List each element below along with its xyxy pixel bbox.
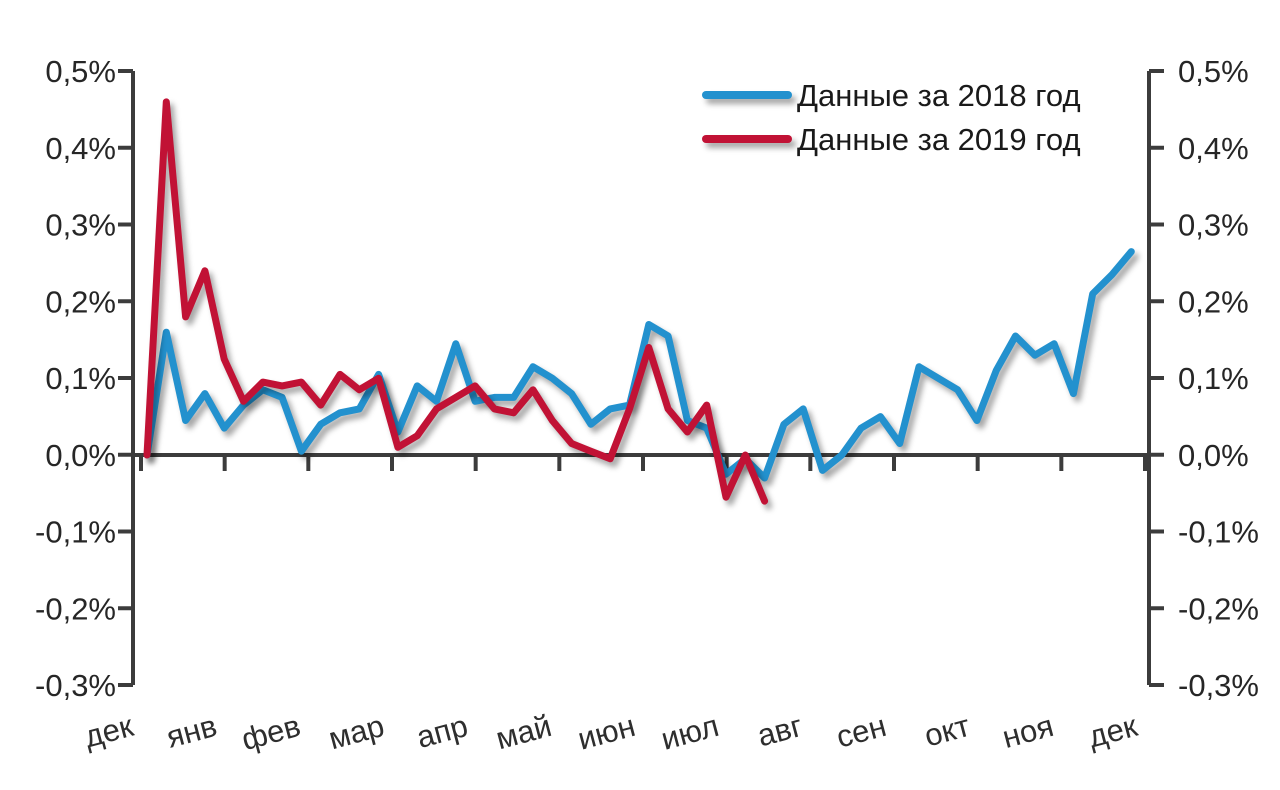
y-axis-label-left: -0,1% (35, 515, 116, 550)
x-axis-month-label: май (492, 708, 555, 756)
x-axis-month-label: дек (1085, 708, 1142, 755)
series-line-2018 (143, 248, 1135, 482)
x-axis-month-label: окт (921, 708, 974, 754)
series-lines (143, 98, 1135, 505)
y-axis-label-left: 0,1% (45, 361, 116, 396)
y-axis-label-right: 0,0% (1178, 438, 1249, 473)
series-line-2019 (143, 98, 769, 505)
x-axis-month-label: апр (413, 708, 472, 755)
x-axis-month-label: ноя (999, 708, 1057, 755)
y-axis-label-left: 0,2% (45, 284, 116, 319)
y-axis-label-right: 0,3% (1178, 208, 1249, 243)
y-axis-label-right: -0,3% (1178, 668, 1259, 703)
axes (118, 69, 1164, 687)
x-axis-month-label: сен (833, 708, 890, 755)
y-axis-label-right: 0,1% (1178, 361, 1249, 396)
x-axis-month-label: фев (238, 708, 304, 757)
x-axis-month-label: дек (81, 708, 138, 755)
y-axis-label-right: 0,2% (1178, 284, 1249, 319)
y-axis-label-left: -0,2% (35, 591, 116, 626)
axis-labels: 0,5% 0,5% 0,4% 0,4% 0,3% 0,3% 0,2% 0,2% 0,1% 0,1%… (35, 54, 1259, 757)
x-axis-month-label: июл (657, 708, 722, 757)
y-axis-label-right: 0,5% (1178, 54, 1249, 89)
x-axis-month-label: июн (574, 708, 639, 757)
y-axis-label-left: 0,4% (45, 131, 116, 166)
x-axis-month-label: мар (325, 708, 388, 756)
x-axis-month-label: авг (754, 708, 807, 753)
legend-label-2018: Данные за 2018 год (797, 78, 1081, 113)
legend-label-2019: Данные за 2019 год (797, 122, 1081, 157)
y-axis-label-left: 0,5% (45, 54, 116, 89)
x-axis-month-label: янв (163, 708, 221, 755)
y-axis-label-right: -0,1% (1178, 515, 1259, 550)
y-axis-label-left: -0,3% (35, 668, 116, 703)
legend: Данные за 2018 год Данные за 2019 год (702, 78, 1081, 157)
y-axis-label-left: 0,3% (45, 208, 116, 243)
y-axis-label-left: 0,0% (45, 438, 116, 473)
y-axis-label-right: -0,2% (1178, 591, 1259, 626)
y-axis-label-right: 0,4% (1178, 131, 1249, 166)
